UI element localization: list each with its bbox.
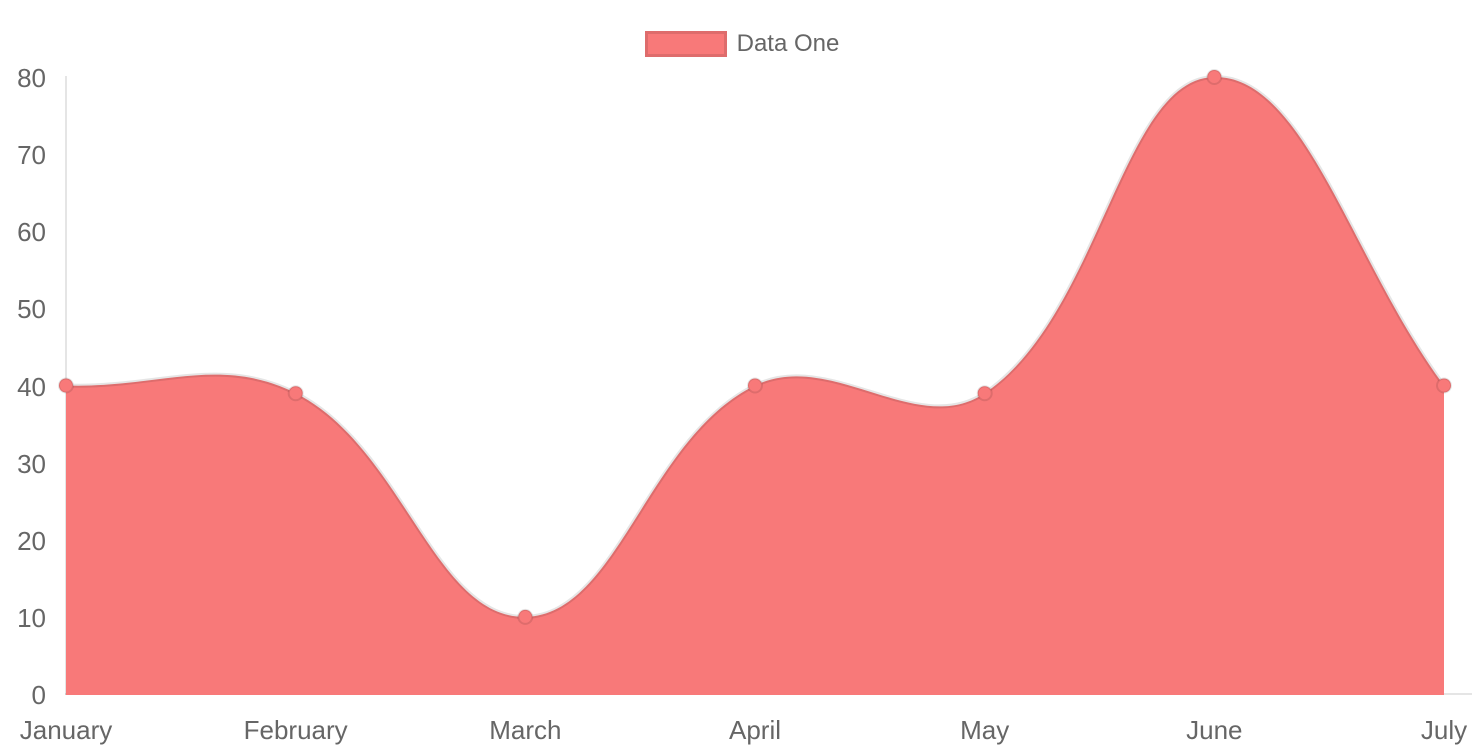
data-point-july[interactable]: [1436, 377, 1452, 394]
chart-legend: Data One: [0, 31, 1484, 57]
data-point-february[interactable]: [287, 385, 304, 402]
legend-item-data-one[interactable]: Data One: [644, 30, 840, 57]
legend-label: Data One: [736, 30, 840, 57]
legend-swatch: [644, 31, 727, 57]
data-point-january[interactable]: [58, 377, 74, 394]
data-points: [58, 69, 1452, 625]
data-point-march[interactable]: [517, 608, 534, 625]
data-point-june[interactable]: [1206, 69, 1223, 85]
data-point-april[interactable]: [747, 377, 763, 394]
data-point-may[interactable]: [976, 385, 993, 402]
